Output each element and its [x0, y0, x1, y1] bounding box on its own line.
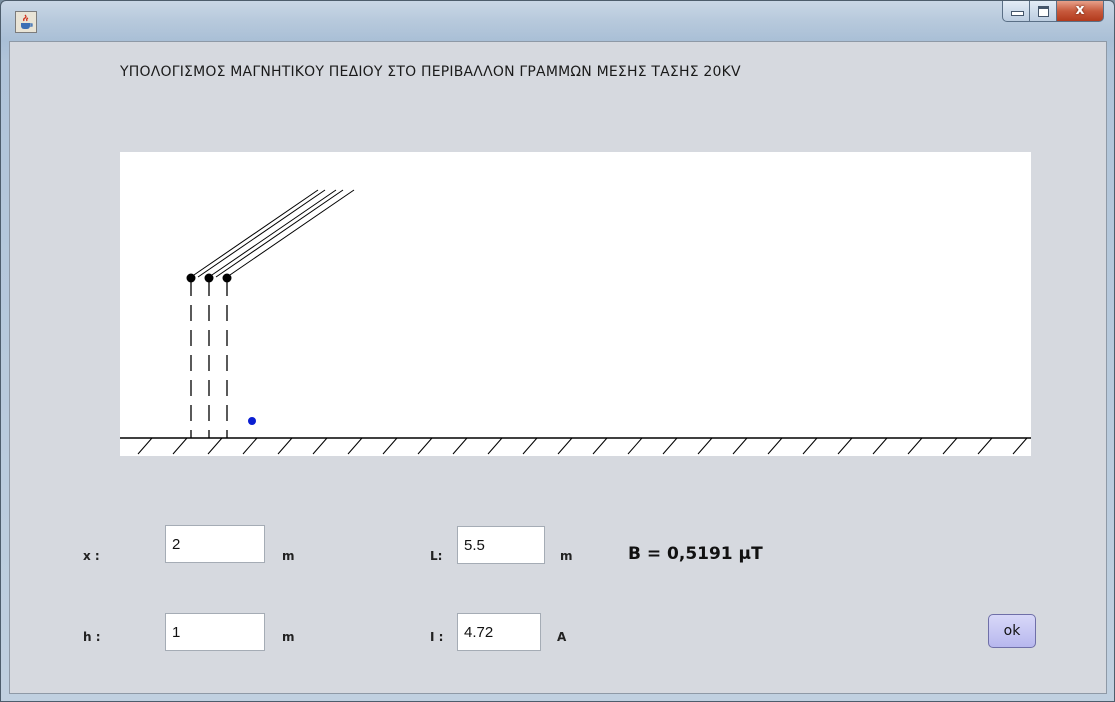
conductor-line-2b — [215, 189, 344, 278]
x-unit: m — [282, 549, 295, 563]
caption-buttons: x — [1002, 1, 1104, 23]
x-input[interactable] — [165, 525, 265, 563]
hatch-mark — [312, 437, 328, 455]
L-unit: m — [560, 549, 573, 563]
hatch-mark — [942, 437, 958, 455]
close-button[interactable]: x — [1057, 1, 1104, 22]
measurement-point — [248, 417, 256, 425]
hatch-mark — [977, 437, 993, 455]
maximize-button[interactable] — [1030, 1, 1057, 22]
power-line-diagram — [120, 189, 1031, 455]
h-label: h : — [83, 630, 101, 644]
hatch-mark — [1012, 437, 1028, 455]
hatch-mark — [452, 437, 468, 455]
hatch-mark — [627, 437, 643, 455]
hatch-mark — [662, 437, 678, 455]
java-cup-icon[interactable] — [15, 11, 37, 33]
hatch-mark — [137, 437, 153, 455]
ok-button[interactable]: ok — [988, 614, 1036, 648]
conductor-line-1b — [197, 189, 326, 278]
hatch-mark — [907, 437, 923, 455]
minimize-button[interactable] — [1002, 1, 1030, 22]
conductor-point-3 — [222, 273, 232, 283]
hatch-mark — [592, 437, 608, 455]
dashed-supports — [190, 280, 228, 438]
hatch-mark — [837, 437, 853, 455]
hatch-mark — [242, 437, 258, 455]
hatch-mark — [382, 437, 398, 455]
result-label: B = 0,5191 μT — [628, 544, 763, 564]
hatch-mark — [487, 437, 503, 455]
x-label: x : — [83, 549, 100, 563]
conductor-point-2 — [204, 273, 214, 283]
hatch-mark — [802, 437, 818, 455]
hatch-mark — [207, 437, 223, 455]
maximize-icon — [1038, 6, 1049, 17]
hatch-mark — [872, 437, 888, 455]
content-panel: ΥΠΟΛΟΓΙΣΜΟΣ ΜΑΓΝΗΤΙΚΟΥ ΠΕΔΙΟΥ ΣΤΟ ΠΕΡΙΒΑ… — [9, 41, 1107, 694]
I-unit: A — [557, 630, 567, 644]
h-unit: m — [282, 630, 295, 644]
hatch-mark — [277, 437, 293, 455]
title-bar[interactable]: x — [1, 1, 1114, 41]
hatch-mark — [767, 437, 783, 455]
hatch-mark — [557, 437, 573, 455]
L-label: L: — [430, 549, 443, 563]
conductor-line-1 — [190, 189, 319, 278]
minimize-icon — [1011, 11, 1024, 16]
conductor-point-1 — [186, 273, 196, 283]
conductor-line-2 — [208, 189, 337, 278]
conductor-points — [186, 273, 232, 283]
hatch-mark — [347, 437, 363, 455]
hatch-mark — [522, 437, 538, 455]
I-input[interactable] — [457, 613, 541, 651]
page-title: ΥΠΟΛΟΓΙΣΜΟΣ ΜΑΓΝΗΤΙΚΟΥ ΠΕΔΙΟΥ ΣΤΟ ΠΕΡΙΒΑ… — [120, 64, 741, 80]
I-label: I : — [430, 630, 444, 644]
L-input[interactable] — [457, 526, 545, 564]
hatch-mark — [732, 437, 748, 455]
hatch-mark — [697, 437, 713, 455]
drawing-canvas — [120, 152, 1031, 456]
hatch-mark — [172, 437, 188, 455]
conductor-line-3 — [226, 189, 355, 278]
close-icon: x — [1075, 2, 1085, 18]
ground-hatching — [137, 437, 1028, 455]
conductor-lines — [190, 189, 355, 278]
hatch-mark — [417, 437, 433, 455]
h-input[interactable] — [165, 613, 265, 651]
